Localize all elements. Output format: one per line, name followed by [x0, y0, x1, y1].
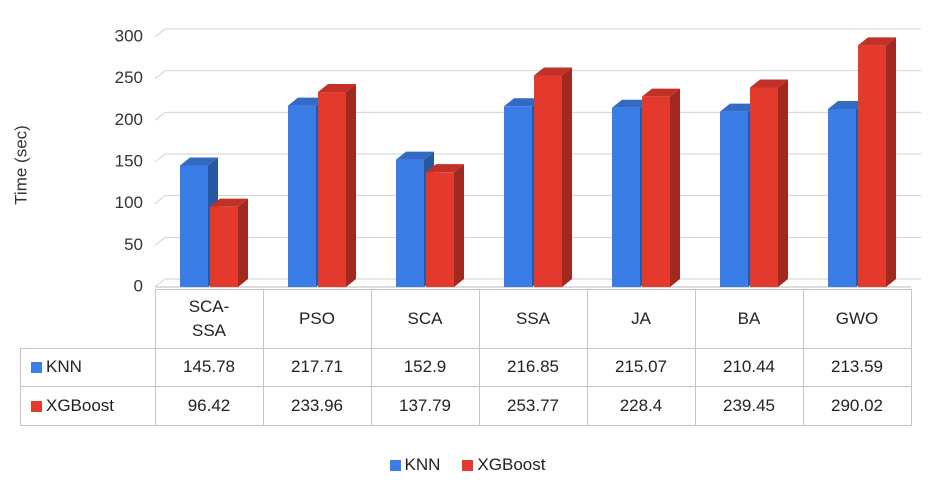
- table-value: 152.9: [370, 347, 480, 387]
- bar: [288, 105, 316, 287]
- legend-label: KNN: [404, 455, 441, 474]
- table-value: 210.44: [694, 347, 804, 387]
- table-corner: [20, 289, 156, 349]
- y-tick-label: 200: [115, 110, 143, 129]
- bar-side: [454, 164, 464, 287]
- grid-line-side: [154, 70, 166, 80]
- table-header-cell: BA: [694, 289, 804, 349]
- category-label: GWO: [835, 308, 879, 328]
- data-table: SCA-SSA PSO SCA SSA JA BA GWO KNN 145.78 217.71 15…: [20, 289, 912, 426]
- bar: [828, 109, 856, 287]
- bar: [396, 159, 424, 287]
- table-row: KNN 145.78 217.71 152.9 216.85 215.07 210.44 21…: [20, 347, 912, 387]
- grid-line-side: [154, 278, 166, 288]
- bar: [750, 87, 778, 287]
- table-header-cell: SSA: [478, 289, 588, 349]
- grid-line-side: [154, 195, 166, 205]
- bar: [534, 75, 562, 288]
- table-header-row: SCA-SSA PSO SCA SSA JA BA GWO: [20, 289, 912, 349]
- bar-top: [288, 97, 326, 106]
- bar-top: [534, 67, 572, 76]
- legend-item: XGBoost: [462, 455, 545, 475]
- bar-side: [238, 198, 248, 287]
- table-legend-cell: XGBoost: [20, 385, 156, 426]
- table-header-cell: PSO: [262, 289, 372, 349]
- table-value: 145.78: [154, 347, 264, 387]
- category-label: SCA: [407, 308, 443, 328]
- bar-side: [562, 67, 572, 288]
- bar-top: [642, 88, 680, 97]
- table-value: 290.02: [802, 385, 912, 426]
- bar-top: [318, 84, 356, 93]
- bar-top: [504, 98, 542, 107]
- legend-swatch: [31, 362, 42, 374]
- table-value: 96.42: [154, 385, 264, 426]
- category-label: PSO: [299, 308, 335, 328]
- table-header-cell: SCA: [370, 289, 480, 349]
- table-legend-cell: KNN: [20, 347, 156, 387]
- legend-item: KNN: [389, 455, 441, 475]
- grid-line-side: [154, 28, 166, 38]
- bar: [210, 206, 238, 287]
- grid-line-side: [154, 153, 166, 163]
- y-tick-label: 250: [115, 68, 143, 87]
- legend-swatch: [31, 400, 42, 412]
- category-label: BA: [737, 308, 761, 328]
- table-row: XGBoost 96.42 233.96 137.79 253.77 228.4 239.4…: [20, 385, 912, 426]
- legend-label: KNN: [46, 357, 82, 376]
- bar-side: [670, 88, 680, 288]
- bar-top: [750, 79, 788, 88]
- bar-top: [396, 151, 434, 160]
- legend-swatch: [389, 460, 401, 472]
- category-label: SSA: [515, 308, 551, 328]
- bar-top: [612, 99, 650, 108]
- bar-top: [426, 164, 464, 173]
- legend-label: XGBoost: [477, 455, 546, 474]
- bar-top: [858, 37, 896, 46]
- grid-line-side: [154, 111, 166, 121]
- bar-top: [210, 198, 248, 207]
- table-value: 217.71: [262, 347, 372, 387]
- bar: [180, 165, 208, 287]
- table-value: 253.77: [478, 385, 588, 426]
- bar-side: [778, 79, 788, 287]
- bar: [426, 172, 454, 287]
- y-tick-label: 50: [124, 235, 143, 254]
- legend: KNN XGBoost: [0, 455, 935, 475]
- table-value: 137.79: [370, 385, 480, 426]
- y-tick-label: 0: [134, 276, 143, 295]
- legend-swatch: [462, 460, 474, 472]
- table-value: 228.4: [586, 385, 696, 426]
- y-tick-label: 150: [115, 151, 143, 170]
- grid-line-side: [154, 236, 166, 246]
- bar: [612, 107, 640, 288]
- bar: [642, 96, 670, 288]
- table-header-cell: GWO: [802, 289, 912, 349]
- bar-side: [886, 37, 896, 287]
- table-header-cell: JA: [586, 289, 696, 349]
- bar: [720, 111, 748, 287]
- category-label: JA: [631, 308, 651, 328]
- table-value: 233.96: [262, 385, 372, 426]
- table-value: 216.85: [478, 347, 588, 387]
- table-value: 239.45: [694, 385, 804, 426]
- table-value: 215.07: [586, 347, 696, 387]
- category-label: SCA-SSA: [188, 296, 230, 340]
- bar: [504, 106, 532, 288]
- bar-top: [828, 101, 866, 110]
- y-axis-label: Time (sec): [11, 125, 30, 205]
- bar: [858, 45, 886, 287]
- legend-label: XGBoost: [46, 395, 115, 415]
- y-tick-label: 100: [115, 193, 143, 212]
- table-value: 213.59: [802, 347, 912, 387]
- bar-side: [346, 84, 356, 288]
- table-header-cell: SCA-SSA: [154, 289, 264, 349]
- bar: [318, 92, 346, 288]
- y-tick-label: 300: [115, 26, 143, 45]
- bar-top: [180, 157, 218, 166]
- bar-top: [720, 103, 758, 112]
